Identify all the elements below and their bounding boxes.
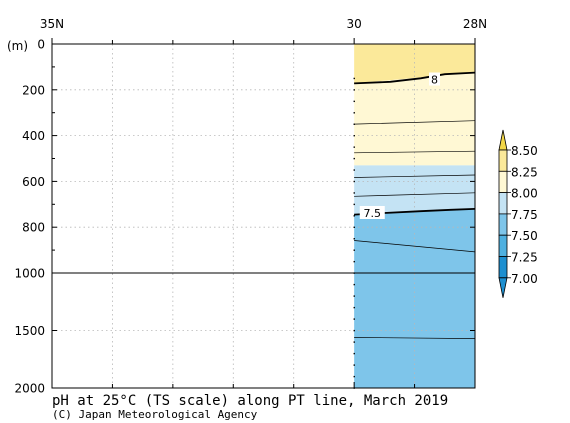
station-sample-dot — [353, 169, 355, 171]
station-sample-dot — [353, 352, 355, 355]
y-axis-unit-label: (m) — [7, 39, 28, 53]
station-sample-dot — [353, 146, 355, 148]
x-tick-label: 35N — [40, 17, 64, 31]
station-sample-dot — [353, 341, 355, 343]
station-sample-dot — [353, 375, 355, 378]
y-tick-label: 1000 — [14, 267, 45, 281]
station-sample-dot — [353, 89, 355, 91]
colorbar-segment — [498, 213, 508, 236]
contour-labels: 87.5 — [359, 72, 441, 220]
colorbar-tick-label: 7.25 — [511, 251, 538, 265]
contour-line — [354, 240, 476, 253]
colorbar-tick-label: 7.00 — [511, 272, 538, 286]
ph-fill-bands — [354, 44, 475, 388]
colorbar-tick-label: 8.25 — [511, 165, 538, 179]
station-sample-dot — [353, 226, 355, 228]
station-sample-dot — [353, 157, 355, 160]
colorbar-segment — [498, 149, 508, 172]
colorbar-tick-label: 7.75 — [511, 208, 538, 222]
fill-band — [354, 165, 475, 215]
station-sample-dot — [353, 318, 355, 320]
contour-label: 8 — [431, 73, 438, 86]
x-axis: 35N 30 28N — [40, 17, 487, 388]
contour-line — [354, 120, 476, 125]
colorbar-extend-top — [498, 129, 508, 151]
y-tick-label: 600 — [22, 175, 45, 189]
station-sample-dot — [353, 135, 355, 137]
contour-line — [354, 337, 476, 339]
credit-text: (C) Japan Meteorological Agency — [52, 408, 258, 421]
station-sample-dot — [353, 123, 355, 125]
y-tick-label: 1500 — [14, 324, 45, 338]
x-tick-label: 28N — [463, 17, 487, 31]
fill-band — [354, 72, 475, 166]
station-sample-dot — [353, 100, 355, 103]
colorbar-segment — [498, 234, 508, 257]
contour-line — [354, 71, 476, 85]
station-sample-dot — [353, 112, 355, 114]
station-sample-dot — [353, 192, 355, 194]
x-tick-label: 30 — [347, 17, 362, 31]
chart-title: pH at 25°C (TS scale) along PT line, Mar… — [52, 393, 448, 409]
colorbar-segment — [498, 192, 508, 215]
plot-border — [51, 43, 476, 389]
contour-label-bg — [429, 72, 441, 86]
grid-lines — [52, 44, 475, 388]
y-tick-label: 2000 — [14, 382, 45, 396]
station-sample-dot — [353, 180, 355, 183]
contour-line — [354, 150, 476, 154]
station-sample-dot — [353, 77, 355, 80]
y-axis: 0 200 400 600 800 1000 1500 2000 — [14, 38, 475, 396]
contour-line — [354, 174, 476, 178]
station-sample-dot — [353, 283, 355, 286]
contour-label: 7.5 — [364, 207, 382, 220]
station-sample-dot — [353, 203, 355, 206]
station-sample-dot — [353, 215, 355, 217]
colorbar: 7.00 7.25 7.50 7.75 8.00 8.25 8.50 — [498, 129, 538, 298]
colorbar-tick-label: 8.00 — [511, 187, 538, 201]
y-tick-label: 800 — [22, 221, 45, 235]
contour-line — [354, 192, 476, 197]
station-sample-dot — [353, 249, 355, 251]
y-tick-label: 400 — [22, 129, 45, 143]
contour-label-bg — [359, 206, 385, 220]
colorbar-tick-label: 7.50 — [511, 229, 538, 243]
fill-band — [354, 208, 475, 388]
station-sample-dot — [353, 238, 355, 240]
colorbar-segment — [498, 170, 508, 194]
station-sample-dot — [353, 295, 355, 297]
colorbar-segment — [498, 256, 508, 279]
plot-frame — [51, 43, 476, 389]
colorbar-tick-label: 8.50 — [511, 144, 538, 158]
station-sample-dot — [353, 329, 355, 332]
y-tick-label: 0 — [37, 38, 45, 52]
station-sample-dot — [353, 260, 355, 263]
colorbar-extend-bottom — [498, 277, 508, 298]
station-sample-dot — [353, 306, 355, 309]
y-tick-label: 200 — [22, 83, 45, 97]
station-sample-dot — [353, 364, 355, 366]
